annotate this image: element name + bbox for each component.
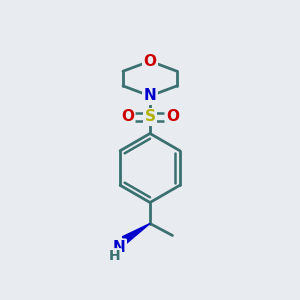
- Text: N: N: [144, 88, 156, 104]
- Text: O: O: [166, 110, 179, 124]
- Text: H: H: [109, 250, 121, 263]
- Text: S: S: [145, 110, 155, 124]
- Text: N: N: [113, 240, 125, 255]
- Text: O: O: [121, 110, 134, 124]
- Text: O: O: [143, 54, 157, 69]
- Polygon shape: [122, 224, 150, 243]
